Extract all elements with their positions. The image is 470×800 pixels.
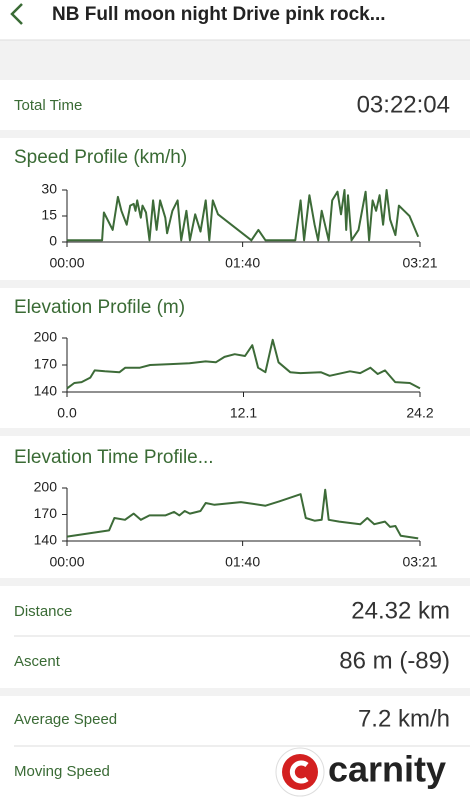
chart-title: Elevation Profile (m) [14, 297, 185, 318]
data-line [66, 488, 419, 540]
spacer [0, 280, 470, 288]
y-tick-label: 170 [34, 356, 58, 372]
x-tick-label: 01:40 [225, 255, 260, 271]
logo-text: carnity [328, 749, 446, 790]
y-tick-label: 200 [34, 329, 58, 345]
chart-title: Elevation Time Profile... [14, 447, 214, 468]
spacer [0, 428, 470, 436]
x-tick-label: 0.0 [57, 405, 77, 421]
logo-mark [282, 754, 318, 790]
stat-value: 03:22:04 [357, 91, 450, 118]
stat-value: 86 m (-89) [339, 647, 450, 674]
x-tick-label: 00:00 [49, 255, 84, 271]
stat-label: Moving Speed [14, 763, 110, 780]
y-tick-label: 170 [34, 505, 58, 521]
screen-title: NB Full moon night Drive pink rock... [52, 4, 386, 25]
x-tick-label: 01:40 [225, 554, 260, 570]
stat-label: Distance [14, 603, 72, 620]
logo-c [289, 760, 309, 784]
x-tick-label: 24.2 [406, 405, 433, 421]
x-tick-label: 12.1 [230, 405, 257, 421]
x-tick-label: 03:21 [402, 554, 437, 570]
y-tick-label: 15 [41, 207, 57, 223]
stat-label: Average Speed [14, 711, 117, 728]
y-tick-label: 0 [49, 233, 57, 249]
y-tick-label: 140 [34, 532, 58, 548]
data-line [66, 338, 421, 390]
stat-value: 24.32 km [351, 597, 450, 624]
spacer [0, 40, 470, 80]
spacer [0, 688, 470, 696]
spacer [0, 130, 470, 138]
data-line [67, 189, 420, 242]
y-tick-label: 30 [41, 181, 57, 197]
x-tick-label: 03:21 [402, 255, 437, 271]
stat-label: Total Time [14, 97, 82, 114]
y-tick-label: 200 [34, 479, 58, 495]
watermark: carnity [275, 747, 446, 797]
y-tick-label: 140 [34, 383, 58, 399]
stat-value: 7.2 km/h [358, 705, 450, 732]
back-button[interactable] [10, 3, 23, 25]
x-tick-label: 00:00 [49, 554, 84, 570]
stat-label: Ascent [14, 653, 61, 670]
spacer [0, 578, 470, 586]
chart-title: Speed Profile (km/h) [14, 147, 187, 168]
